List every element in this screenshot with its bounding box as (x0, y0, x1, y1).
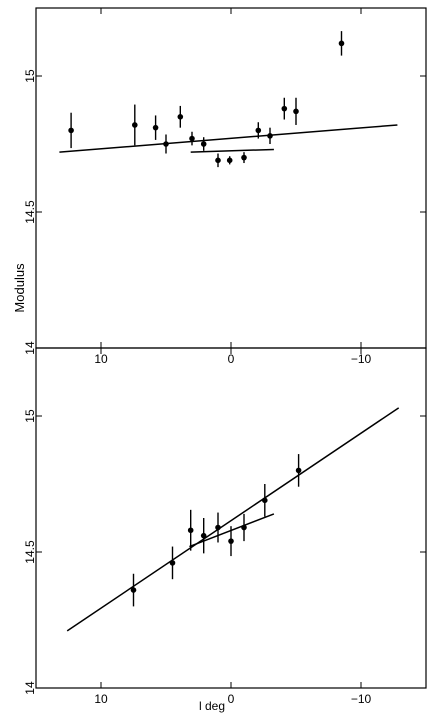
top-data-point (163, 141, 169, 147)
bottom-y-tick-label: 14 (23, 681, 37, 695)
top-data-point (68, 127, 74, 134)
top-fit-line-2 (190, 148, 274, 153)
top-y-tick-label: 14.5 (23, 200, 37, 224)
bottom-data-point (200, 532, 207, 539)
top-data-point (177, 114, 184, 120)
bottom-data-point (187, 527, 194, 534)
bottom-fit-lines (66, 407, 400, 632)
top-y-tick-label: 15 (23, 69, 37, 83)
top-data-point (338, 40, 345, 47)
top-data-point (293, 108, 299, 115)
bottom-data-point (262, 497, 268, 504)
top-data-point (215, 157, 221, 164)
bottom-data-point (215, 524, 221, 531)
top-panel: 14 14.5 15 10 0 −10 Modulus (12, 7, 427, 366)
bottom-data-points (130, 467, 302, 593)
bottom-data-point (130, 587, 137, 593)
bottom-plot-frame (35, 347, 427, 689)
top-ticks (36, 8, 426, 349)
top-y-tick-label: 14 (23, 341, 37, 355)
top-x-tick-labels: 10 0 −10 (94, 352, 371, 366)
bottom-y-tick-labels: 14 14.5 15 (23, 409, 37, 695)
bottom-fit-line-1 (66, 407, 400, 632)
top-x-tick-label: 10 (94, 352, 108, 366)
top-ylabel: Modulus (12, 263, 27, 313)
top-y-tick-labels: 14 14.5 15 (23, 69, 37, 355)
top-data-point (189, 135, 195, 142)
top-x-tick-label: −10 (351, 352, 372, 366)
top-x-tick-label: 0 (228, 352, 235, 366)
bottom-xlabel: l deg (199, 699, 225, 713)
top-data-point (226, 157, 233, 164)
top-data-point (281, 105, 288, 112)
bottom-y-tick-label: 14.5 (23, 540, 37, 564)
top-data-points (68, 40, 345, 164)
top-data-point (255, 127, 262, 134)
bottom-data-point (241, 524, 247, 531)
top-data-point (241, 154, 247, 161)
top-data-point (132, 122, 138, 128)
bottom-x-tick-label: 0 (228, 692, 235, 706)
bottom-x-tick-label: −10 (351, 692, 372, 706)
top-fit-line-1 (59, 124, 398, 153)
bottom-x-tick-labels: 10 0 −10 (94, 692, 371, 706)
top-plot-frame (35, 7, 427, 349)
bottom-data-point (295, 467, 302, 474)
bottom-ticks (36, 348, 426, 689)
top-data-point (152, 124, 159, 131)
top-data-point (200, 141, 207, 147)
bottom-x-tick-label: 10 (94, 692, 108, 706)
top-fit-lines (59, 124, 398, 153)
top-data-point (267, 133, 273, 139)
bottom-panel: 14 14.5 15 10 0 −10 l deg (23, 347, 427, 713)
top-error-bars (70, 31, 343, 168)
bottom-data-point (228, 538, 234, 544)
bottom-y-tick-label: 15 (23, 409, 37, 423)
bottom-data-point (169, 560, 176, 566)
